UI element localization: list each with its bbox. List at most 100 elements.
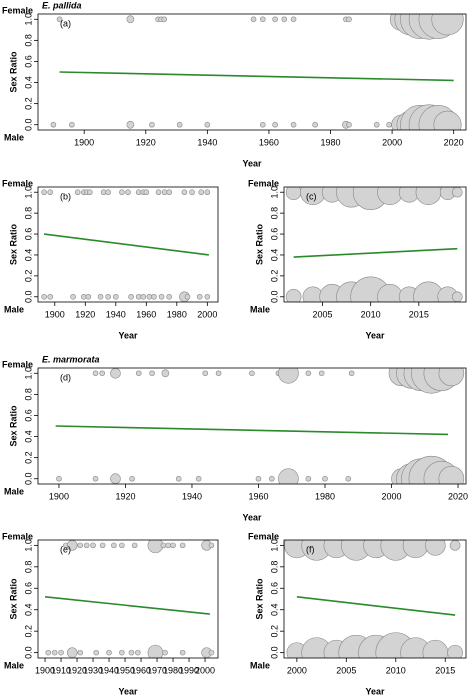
point	[131, 542, 138, 549]
point	[56, 16, 63, 23]
point	[140, 293, 147, 300]
y-axis-label: Sex Ratio	[254, 578, 264, 620]
point	[158, 293, 165, 300]
point	[161, 16, 168, 23]
y-axis-label: Sex Ratio	[254, 223, 264, 265]
point	[208, 542, 215, 549]
point	[449, 540, 461, 551]
point	[268, 475, 275, 482]
y-tick-label: 0.2	[23, 625, 33, 638]
panel-title: E. marmorata	[42, 354, 100, 364]
x-tick-label: 2015	[409, 309, 429, 319]
x-tick-label: 1940	[106, 309, 126, 319]
point	[45, 649, 52, 656]
point	[56, 475, 62, 482]
point	[51, 649, 58, 656]
point	[272, 121, 278, 128]
point	[87, 189, 93, 196]
point	[135, 293, 142, 300]
point	[47, 189, 54, 196]
point	[377, 187, 403, 206]
y-axis-label: Sex Ratio	[8, 405, 18, 447]
y-tick-label: 0.2	[23, 270, 33, 283]
point	[105, 189, 111, 196]
x-tick-label: 2000	[287, 665, 307, 675]
point	[208, 649, 215, 656]
point	[41, 293, 47, 300]
point	[161, 189, 168, 196]
point	[126, 120, 135, 129]
y-tick-label: 0.2	[23, 451, 33, 464]
y-tick-label: 0.0	[269, 646, 279, 659]
y-tick-label: 0.4	[269, 249, 279, 262]
point	[92, 370, 99, 377]
y-tick-label: 0.4	[269, 603, 279, 616]
y-tick-label: 0.4	[23, 603, 33, 616]
x-tick-label: 1910	[51, 665, 71, 675]
point	[106, 649, 112, 656]
y-tick-label: 0.4	[23, 249, 33, 262]
point	[70, 293, 76, 300]
x-tick-label: 1960	[136, 309, 156, 319]
point	[422, 639, 449, 658]
point	[179, 649, 186, 656]
y-tick-label: 0.0	[23, 646, 33, 659]
point	[415, 187, 442, 206]
trend-line	[293, 247, 458, 258]
y-tick-label: 0.8	[269, 561, 279, 574]
y-tick-label: 0.4	[23, 76, 33, 89]
point	[74, 189, 81, 196]
x-tick-label: 1900	[74, 137, 94, 147]
point	[290, 121, 297, 128]
x-tick-label: 1920	[136, 137, 156, 147]
point	[135, 370, 142, 377]
point	[99, 370, 105, 377]
point	[110, 473, 121, 484]
point	[85, 293, 92, 300]
point	[278, 468, 299, 484]
panel-title: E. pallida	[42, 0, 82, 10]
x-tick-label: 1970	[147, 665, 167, 675]
panel-label: (a)	[60, 18, 71, 28]
x-tick-label: 1900	[35, 665, 55, 675]
point	[165, 542, 172, 549]
point	[112, 293, 119, 300]
point	[346, 16, 352, 23]
x-axis-label: Year	[365, 330, 385, 340]
point	[155, 189, 162, 196]
point	[184, 293, 191, 300]
y-tick-label: 0.0	[269, 291, 279, 304]
point	[249, 370, 255, 377]
panel-label: (e)	[60, 544, 71, 554]
y-tick-label: 1.0	[23, 186, 33, 199]
x-axis-label: Year	[242, 512, 262, 522]
point	[128, 649, 135, 656]
point	[345, 475, 352, 482]
y-axis-label: Sex Ratio	[8, 223, 18, 265]
point	[58, 649, 64, 656]
x-tick-label: 2005	[336, 665, 356, 675]
point	[83, 542, 90, 549]
point	[202, 370, 209, 377]
panel-label: (f)	[306, 544, 315, 554]
point	[135, 189, 142, 196]
point	[259, 16, 266, 23]
point	[195, 475, 202, 482]
y-tick-label: 1.0	[269, 186, 279, 199]
y-axis-label: Sex Ratio	[8, 51, 18, 93]
y-tick-label: 0.0	[23, 291, 33, 304]
x-tick-label: 1920	[67, 665, 87, 675]
x-tick-label: 1980	[321, 137, 341, 147]
point	[151, 293, 157, 300]
point	[126, 15, 135, 24]
point	[373, 121, 380, 128]
point	[255, 475, 262, 482]
y-top-label: Female	[2, 178, 33, 188]
point	[386, 121, 392, 128]
point	[198, 189, 205, 196]
y-top-label: Female	[2, 359, 33, 369]
